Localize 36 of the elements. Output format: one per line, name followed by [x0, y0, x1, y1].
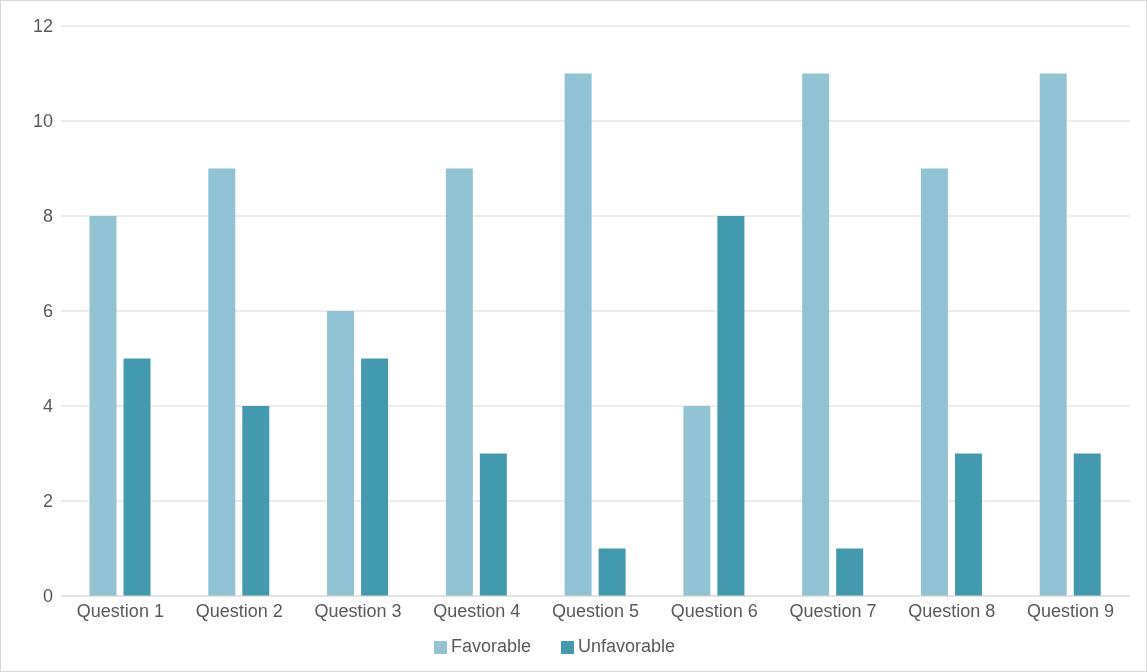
x-tick-label: Question 4 — [433, 600, 521, 621]
bar — [445, 168, 473, 596]
x-tick-label: Question 9 — [1027, 600, 1115, 621]
y-tick-label: 4 — [42, 396, 53, 417]
x-tick-label: Question 2 — [195, 600, 283, 621]
x-tick-label: Question 6 — [670, 600, 758, 621]
y-tick-label: 0 — [42, 586, 53, 607]
bar — [598, 548, 626, 596]
bar — [836, 548, 864, 596]
bar — [683, 406, 711, 596]
x-tick-label: Question 7 — [789, 600, 877, 621]
legend-label: Favorable — [450, 636, 531, 656]
bar — [1039, 73, 1067, 596]
x-tick-label: Question 5 — [551, 600, 640, 621]
y-tick-label: 6 — [42, 301, 53, 322]
bar — [802, 73, 830, 596]
bar — [717, 216, 745, 596]
bar — [361, 358, 389, 596]
bar — [920, 168, 948, 596]
bar — [89, 216, 117, 596]
x-tick-label: Question 8 — [908, 600, 996, 621]
y-tick-label: 10 — [32, 111, 53, 132]
y-tick-label: 2 — [42, 491, 53, 512]
bar — [208, 168, 236, 596]
bar — [479, 453, 507, 596]
y-tick-label: 12 — [32, 16, 53, 37]
y-tick-label: 8 — [42, 206, 53, 227]
legend-label: Unfavorable — [577, 636, 676, 656]
bar — [1073, 453, 1101, 596]
x-tick-label: Question 1 — [76, 600, 164, 621]
x-tick-label: Question 3 — [314, 600, 402, 621]
bar — [123, 358, 151, 596]
bar — [564, 73, 592, 596]
bar — [327, 311, 355, 596]
bar — [242, 406, 270, 596]
bar — [954, 453, 982, 596]
